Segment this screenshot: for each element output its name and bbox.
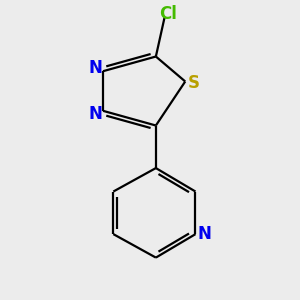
Text: S: S (188, 74, 200, 92)
Text: Cl: Cl (159, 5, 176, 23)
Text: N: N (89, 105, 103, 123)
Text: N: N (89, 59, 103, 77)
Text: N: N (197, 225, 211, 243)
